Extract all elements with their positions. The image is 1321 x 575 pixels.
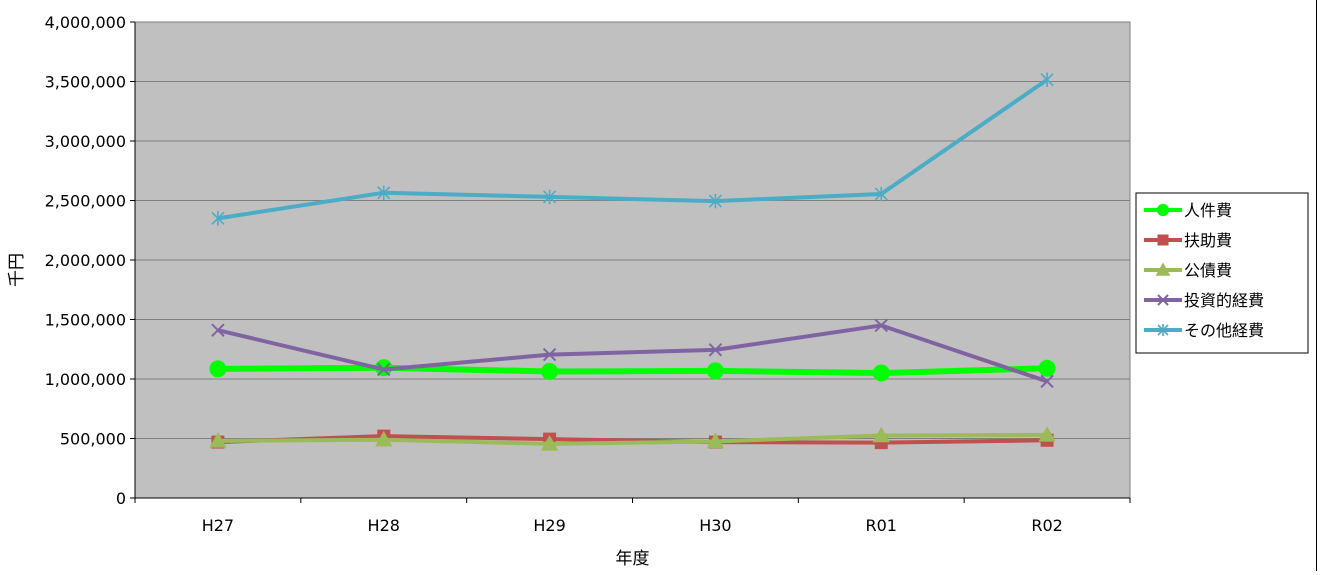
y-tick-label: 3,000,000 — [45, 132, 126, 151]
marker-stroke — [708, 343, 723, 357]
series-公債費 — [209, 426, 1056, 451]
data-point — [211, 211, 225, 226]
data-point — [1157, 324, 1169, 336]
data-point — [209, 432, 227, 448]
legend-label: 公債費 — [1184, 261, 1232, 280]
data-point — [1038, 359, 1056, 377]
data-point — [708, 343, 723, 357]
y-axis: 0 500,000 1,000,000 1,500,000 2,000,000 2,500… — [45, 13, 136, 508]
data-point — [1040, 374, 1054, 389]
legend-label: 人件費 — [1184, 201, 1232, 220]
series-投資的経費 — [211, 318, 1054, 389]
legend-label: 扶助費 — [1184, 231, 1232, 250]
y-tick-label: 1,000,000 — [45, 370, 126, 389]
y-tick-label: 0 — [116, 489, 126, 508]
y-tick-label: 1,500,000 — [45, 311, 126, 330]
marker-stroke — [1040, 374, 1054, 389]
chart-frame-edge — [1316, 0, 1317, 571]
plot-area — [134, 21, 1131, 499]
x-tick-label: H27 — [202, 516, 234, 535]
data-point — [541, 363, 559, 381]
x-tick-label: H28 — [368, 516, 400, 535]
data-point — [1155, 262, 1171, 276]
series-人件費 — [209, 359, 1056, 382]
data-point — [211, 323, 225, 337]
marker-stroke — [1157, 294, 1169, 306]
x-tick-label: H30 — [699, 516, 731, 535]
data-point — [874, 318, 888, 333]
series-line — [217, 432, 1048, 446]
x-tick-label: R01 — [866, 516, 897, 535]
series-layer — [209, 72, 1056, 451]
data-point — [377, 362, 391, 377]
series-line — [217, 323, 1048, 384]
legend-label: 投資的経費 — [1184, 291, 1264, 310]
data-point — [543, 189, 557, 205]
data-point — [872, 426, 890, 443]
marker-stroke — [211, 323, 225, 337]
data-point — [706, 362, 724, 380]
legend-item: 扶助費 — [1144, 231, 1232, 250]
data-point — [706, 432, 725, 449]
series-line — [217, 434, 1048, 445]
series-その他経費 — [211, 72, 1054, 226]
marker-stroke — [874, 318, 888, 333]
data-point — [1040, 72, 1054, 87]
data-point — [708, 193, 722, 209]
data-point — [874, 186, 888, 202]
y-tick-label: 2,500,000 — [45, 192, 126, 211]
data-point — [872, 364, 890, 382]
marker-stroke — [542, 347, 557, 362]
series-line — [217, 78, 1049, 221]
data-point — [1157, 234, 1169, 246]
y-tick-label: 4,000,000 — [45, 13, 126, 32]
y-tick-label: 2,000,000 — [45, 251, 126, 270]
data-point — [209, 360, 227, 378]
marker-stroke — [377, 362, 391, 377]
data-point — [542, 347, 557, 362]
x-axis: H27 H28 H29 H30 R01 R02 — [134, 497, 1131, 535]
legend-item: 投資的経費 — [1144, 291, 1264, 310]
series-line — [217, 364, 1048, 377]
x-tick-label: R02 — [1031, 516, 1062, 535]
x-tick-label: H29 — [533, 516, 565, 535]
legend-item: その他経費 — [1144, 321, 1264, 340]
y-tick-label: 500,000 — [60, 430, 126, 449]
data-point — [375, 430, 393, 447]
data-point — [1157, 294, 1169, 306]
legend-label: その他経費 — [1184, 321, 1264, 340]
y-axis-label: 千円 — [7, 253, 27, 287]
x-axis-label: 年度 — [616, 549, 650, 569]
data-point — [377, 185, 391, 200]
y-tick-label: 3,500,000 — [45, 73, 126, 92]
legend-item: 公債費 — [1144, 261, 1232, 280]
data-point — [1038, 426, 1056, 442]
data-point — [1156, 203, 1170, 217]
legend-item: 人件費 — [1144, 201, 1232, 220]
data-point — [540, 435, 559, 451]
